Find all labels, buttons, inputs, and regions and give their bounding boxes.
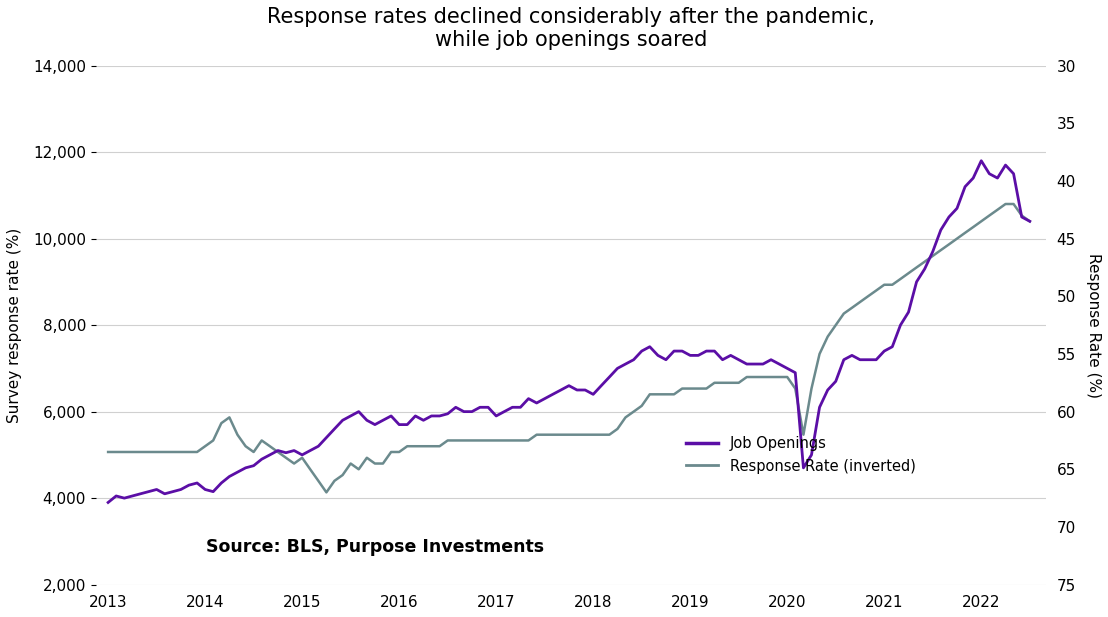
Legend: Job Openings, Response Rate (inverted): Job Openings, Response Rate (inverted): [686, 436, 915, 473]
Title: Response rates declined considerably after the pandemic,
while job openings soar: Response rates declined considerably aft…: [267, 7, 875, 50]
Text: Source: BLS, Purpose Investments: Source: BLS, Purpose Investments: [206, 538, 544, 556]
Y-axis label: Survey response rate (%): Survey response rate (%): [7, 228, 22, 423]
Y-axis label: Response Rate (%): Response Rate (%): [1086, 252, 1101, 397]
